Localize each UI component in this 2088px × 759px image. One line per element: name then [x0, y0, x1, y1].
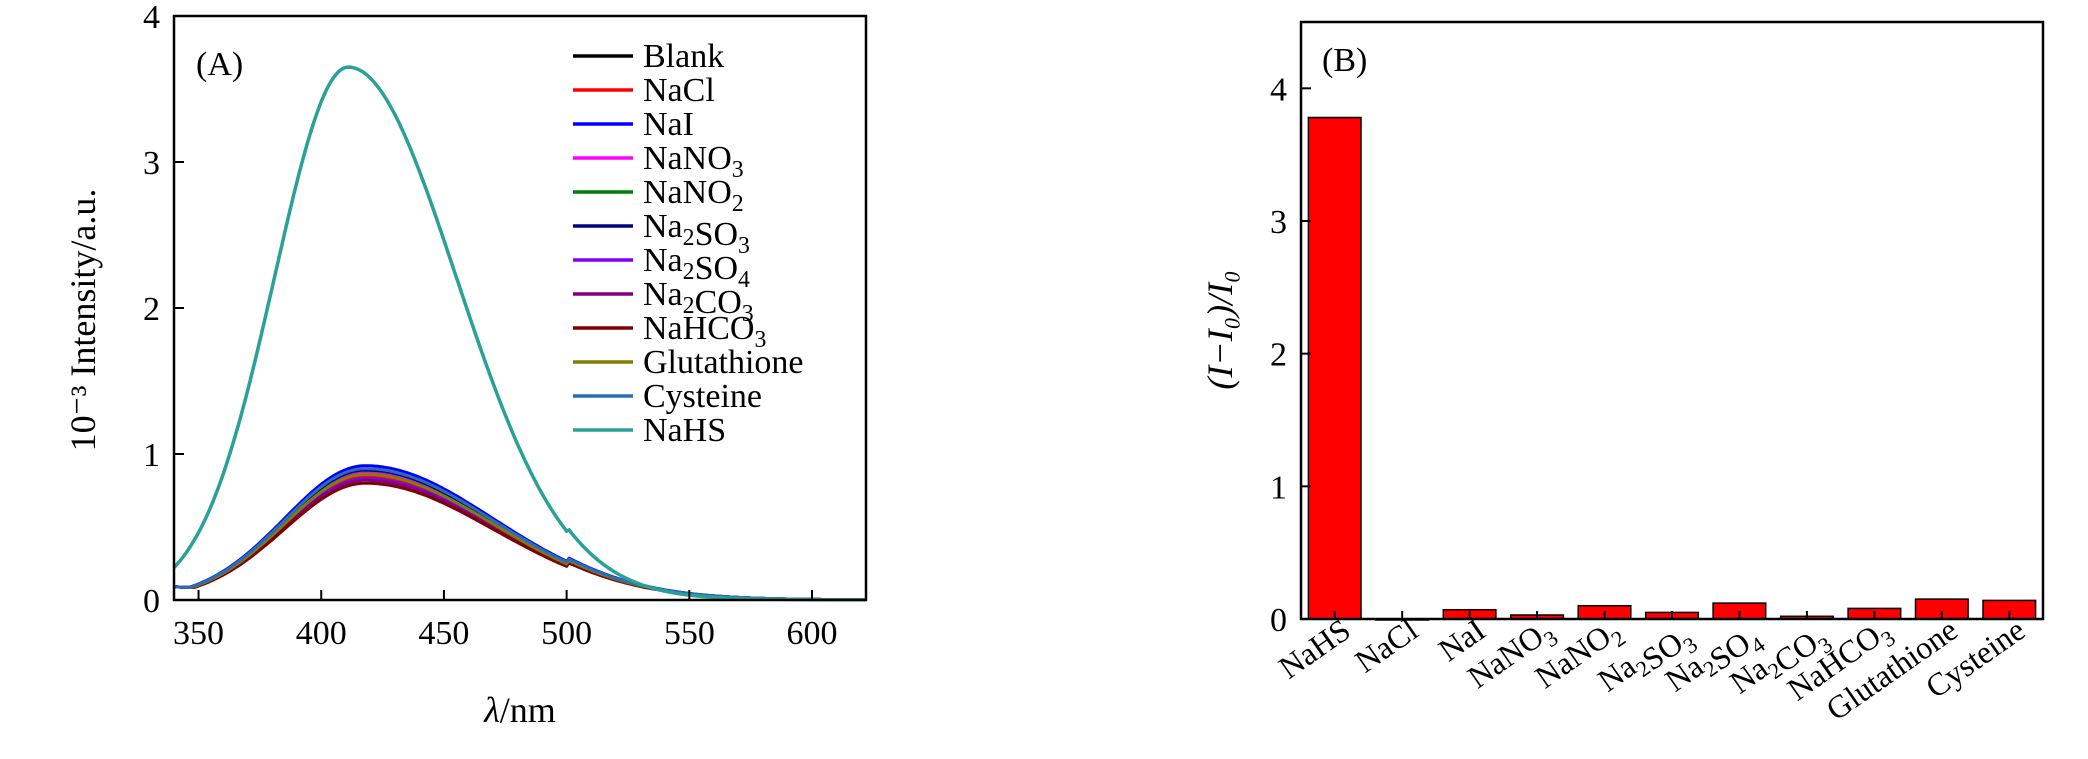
- panel-b-frame: [1299, 20, 2045, 621]
- legend-entry: Glutathione: [643, 344, 804, 381]
- legend-entry: NaNO2: [643, 174, 744, 217]
- formula-part: Glutathione: [643, 344, 804, 381]
- panel-b-bars: [1307, 116, 2037, 621]
- legend-entry: NaI: [643, 106, 694, 143]
- panel-a-frame: [172, 14, 868, 602]
- x-tick-label: 550: [664, 615, 715, 652]
- legend-entry: NaNO3: [643, 140, 744, 183]
- panel-a-x-axis: 350 400 450 500 550 600: [173, 590, 838, 652]
- legend-entry: Blank: [643, 38, 724, 75]
- panel-a-y-axis: 0 1 2 3 4: [143, 0, 184, 620]
- subscript: 2: [683, 259, 695, 285]
- y-tick-label: 4: [1270, 71, 1287, 108]
- legend-entry: Cysteine: [643, 378, 762, 415]
- formula-part: SO: [695, 250, 738, 287]
- x-tick-label: 400: [296, 615, 347, 652]
- legend-entry: Na2SO4: [643, 242, 750, 293]
- formula-part: NaNO: [643, 174, 732, 211]
- subscript: 4: [738, 267, 750, 293]
- legend-entry: NaCl: [643, 72, 715, 109]
- formula-part: NaNO: [643, 140, 732, 177]
- subscript: 2: [683, 225, 695, 251]
- formula-part: NaCl: [643, 72, 715, 109]
- x-tick-label: 600: [787, 615, 838, 652]
- x-tick-label: 350: [173, 615, 224, 652]
- category-label: NaCl: [1348, 611, 1424, 679]
- subscript: 3: [754, 327, 766, 353]
- panel-a-legend: BlankNaClNaINaNO3NaNO2Na2SO3Na2SO4Na2CO3…: [573, 38, 804, 449]
- subscript: 3: [738, 233, 750, 259]
- formula-part: Cysteine: [643, 378, 762, 415]
- formula-part: NaHCO: [643, 310, 754, 347]
- y-tick-label: 2: [1270, 337, 1287, 374]
- y-tick-label: 3: [1270, 204, 1287, 241]
- subscript: 3: [742, 301, 754, 327]
- formula-part: NaI: [643, 106, 694, 143]
- formula-part: Na: [643, 208, 683, 245]
- panel-b-y-axis-label: (I−I₀)/I₀: [1200, 270, 1240, 389]
- panel-b-y-axis: 0 1 2 3 4: [1270, 71, 1311, 639]
- y-tick-label: 0: [143, 583, 160, 620]
- panel-a-y-axis-label: 10⁻³ Intensity/a.u.: [63, 189, 103, 452]
- panel-a-x-axis-label: λ/nm: [483, 690, 556, 730]
- x-label-lambda: λ: [483, 690, 500, 730]
- formula-part: NaCl: [1348, 611, 1424, 679]
- y-tick-label: 2: [143, 291, 160, 328]
- panel-a-line-chart: 350 400 450 500 550 600 0 1 2 3 4 (A) 10⁻³ Intens…: [63, 0, 868, 730]
- x-label-unit: /nm: [500, 690, 556, 730]
- y-tick-label: 1: [1270, 469, 1287, 506]
- x-tick-label: 450: [418, 615, 469, 652]
- formula-part: NaHS: [643, 412, 726, 449]
- y-tick-label: 3: [143, 145, 160, 182]
- subscript: 2: [683, 293, 695, 319]
- formula-part: Na: [643, 276, 683, 313]
- legend-entry: Na2SO3: [643, 208, 750, 259]
- formula-part: SO: [695, 216, 738, 253]
- panel-a-label: (A): [196, 46, 243, 83]
- legend-entry: Na2CO3: [643, 276, 754, 327]
- y-tick-label: 0: [1270, 602, 1287, 639]
- subscript: 2: [732, 191, 744, 217]
- formula-part: CO: [695, 284, 742, 321]
- formula-part: Na: [643, 242, 683, 279]
- subscript: 3: [732, 157, 744, 183]
- formula-part: Blank: [643, 38, 724, 75]
- y-tick-label: 1: [143, 437, 160, 474]
- bar: [1307, 116, 1362, 620]
- legend-entry: NaHCO3: [643, 310, 766, 353]
- x-tick-label: 500: [541, 615, 592, 652]
- panel-b-label: (B): [1322, 42, 1367, 79]
- y-tick-label: 4: [143, 0, 160, 36]
- legend-entry: NaHS: [643, 412, 726, 449]
